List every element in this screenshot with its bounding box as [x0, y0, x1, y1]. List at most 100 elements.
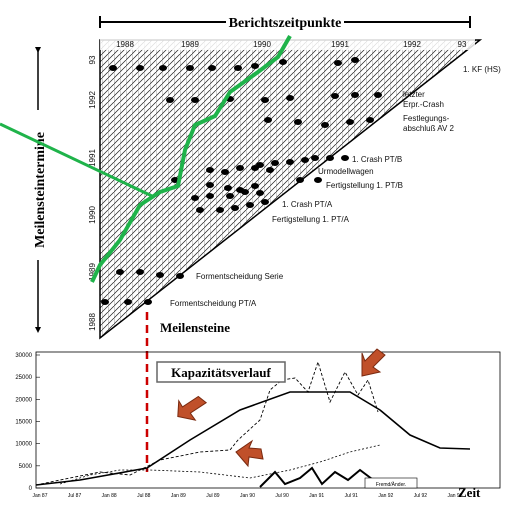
milestone-dot [251, 63, 259, 69]
arrow [235, 439, 264, 468]
milestone-label: 1. Crash PT/B [352, 155, 402, 164]
milestone-dot [166, 97, 174, 103]
milestone-dot [271, 160, 279, 166]
milestone-dot [206, 182, 214, 188]
x-tick-label: Jan 88 [102, 493, 117, 499]
milestone-dot [261, 199, 269, 205]
milestone-dot [206, 193, 214, 199]
top-year: 1989 [181, 40, 199, 49]
y-tick-label: 30000 [15, 353, 32, 359]
milestone-dot [208, 65, 216, 71]
milestone-dot [311, 155, 319, 161]
x-tick-label: Jan 87 [32, 493, 47, 499]
left-year: 1991 [88, 149, 97, 167]
x-tick-label: Jul 92 [414, 493, 428, 499]
milestone-dot [216, 207, 224, 213]
top-year: 93 [458, 40, 467, 49]
arrow [361, 348, 386, 377]
milestone-dot [296, 177, 304, 183]
milestone-dot [176, 273, 184, 279]
legend: Fremd/Änder. [376, 481, 406, 488]
milestone-dot [346, 119, 354, 125]
x-tick-label: Jul 91 [345, 493, 359, 499]
milestone-dot [224, 185, 232, 191]
y-tick-label: 25000 [15, 375, 32, 381]
side-bg [28, 110, 50, 260]
milestone-dot [221, 169, 229, 175]
x-tick-label: Jan 93 [447, 493, 462, 499]
milestone-dot [326, 155, 334, 161]
capacity-curve [35, 391, 471, 486]
x-tick-label: Jul 88 [137, 493, 151, 499]
capacity-title: Kapazitätsverlauf [171, 365, 271, 380]
milestone-dot [261, 97, 269, 103]
milestone-label: 1. Crash PT/A [282, 200, 333, 209]
x-tick-label: Jul 87 [68, 493, 82, 499]
plot-frame [35, 351, 501, 489]
milestone-dot [206, 167, 214, 173]
x-tick-label: Jan 90 [240, 493, 255, 499]
milestone-dot [314, 177, 322, 183]
top-year: 1990 [253, 40, 271, 49]
left-year: 1988 [88, 313, 97, 331]
milestone-dot [186, 65, 194, 71]
milestone-label: 1. KF (HS) [463, 65, 501, 74]
milestone-dot [191, 97, 199, 103]
milestone-dot [226, 193, 234, 199]
x-tick-label: Jan 92 [378, 493, 393, 499]
left-year: 1989 [88, 263, 97, 281]
milestone-dot [264, 117, 272, 123]
milestone-label: Festlegungs- [403, 114, 450, 123]
milestone-label: Fertigstellung 1. PT/B [326, 181, 403, 190]
milestone-dot [286, 95, 294, 101]
title-bg [226, 14, 344, 30]
axis-label: Zeit [458, 485, 481, 500]
milestone-dot [321, 122, 329, 128]
milestone-dot [251, 165, 259, 171]
milestone-dot [156, 272, 164, 278]
milestone-dot [144, 299, 152, 305]
y-tick-label: 0 [29, 486, 33, 492]
actual-curve [35, 360, 379, 486]
legend-box [364, 477, 418, 489]
milestone-dot [136, 65, 144, 71]
milestone-label: Formentscheidung PT/A [170, 299, 257, 308]
left-year: 1990 [88, 206, 97, 224]
milestone-dot [331, 93, 339, 99]
x-tick-label: Jul 89 [206, 493, 220, 499]
arrow [177, 395, 208, 421]
milestone-dot [279, 59, 287, 65]
secondary-curve [59, 444, 381, 485]
milestone-dot [124, 299, 132, 305]
left-year: 93 [88, 55, 97, 64]
milestone-dot [351, 92, 359, 98]
milestone-dot [266, 167, 274, 173]
milestone-dot [294, 119, 302, 125]
milestone-dot [234, 65, 242, 71]
x-tick-label: Jul 90 [275, 493, 289, 499]
milestone-dot [136, 269, 144, 275]
y-tick-label: 10000 [15, 442, 32, 448]
milestone-dot [196, 207, 204, 213]
milestone-dot [116, 269, 124, 275]
y-tick-label: 15000 [15, 420, 32, 426]
milestone-dot [159, 65, 167, 71]
milestone-label: abschluß AV 2 [403, 124, 455, 133]
side-title: Meilensteintermine [33, 132, 48, 248]
x-tick-label: Jan 91 [309, 493, 324, 499]
left-year: 1992 [88, 91, 97, 109]
top-year: 1988 [116, 40, 134, 49]
milestone-label: letzter [403, 90, 425, 99]
milestone-dot [109, 65, 117, 71]
milestone-dot [191, 195, 199, 201]
trend-line [90, 35, 292, 283]
section-label: Meilensteine [160, 320, 230, 335]
y-tick-label: 5000 [19, 464, 33, 470]
milestone-dot [286, 159, 294, 165]
milestone-dot [241, 189, 249, 195]
external-curve [259, 466, 373, 488]
milestone-dot [236, 165, 244, 171]
milestone-dot [374, 92, 382, 98]
milestone-dot [246, 202, 254, 208]
